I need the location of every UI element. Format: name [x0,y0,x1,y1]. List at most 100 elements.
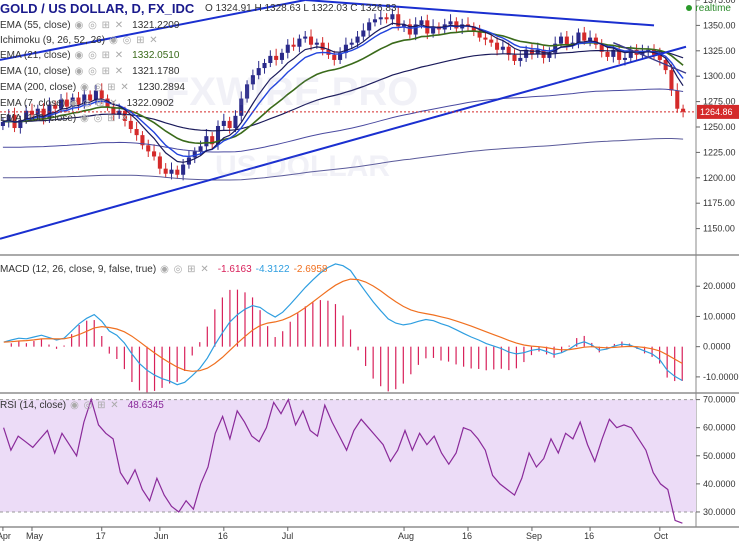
candle-body [396,14,401,27]
candle-body [134,129,139,136]
legend-control-icons[interactable]: ◉ ◎ ⊞ ✕ [74,20,125,31]
legend-ema100[interactable]: EMA (100, close) ◉ ◎ ⊞ ✕ [0,111,134,126]
candle-body [471,26,476,31]
candle-body [245,84,250,99]
legend-control-icons[interactable]: ◉ ◎ ⊞ ✕ [74,50,125,61]
legend-control-icons[interactable]: ◉ ◎ ⊞ ✕ [80,113,130,124]
candle-body [657,54,662,60]
time-tick-label: 16 [462,531,472,541]
time-tick-label: May [26,531,44,541]
candle-body [605,51,610,57]
price-tag-bg [697,104,739,119]
candle-body [146,145,151,152]
legend-control-icons[interactable]: ◉ ◎ ⊞ ✕ [74,66,125,77]
candle-body [152,151,157,157]
candle-body [553,43,558,53]
candle-body [431,26,436,34]
legend-rsi[interactable]: RSI (14, close) ◉ ◎ ⊞ ✕ 48.6345 [0,398,164,413]
candle-body [239,98,244,116]
time-tick-label: 17 [96,531,106,541]
candle-body [175,169,180,175]
candle-body [303,36,308,39]
candle-body [640,51,645,55]
candle-body [117,110,122,115]
candle-body [402,24,407,27]
candle-body [506,46,511,55]
candle-body [6,114,11,122]
candle-body [570,42,575,45]
candle-body [628,49,633,58]
candle-body [163,168,168,174]
legend-label: EMA (55, close) [0,20,71,31]
candle-body [169,169,174,174]
realtime-indicator: realtime [686,3,731,14]
candle-body [64,99,69,107]
macd-tick-label: -10.0000 [703,372,739,382]
candle-body [0,121,5,126]
candle-body [215,125,221,145]
candle-body [204,136,209,147]
rsi-tick-label: 60.0000 [703,423,736,433]
candle-body [122,110,128,121]
candle-body [198,146,203,152]
candle-body [448,21,453,25]
legend-control-icons[interactable]: ◉ ◎ ⊞ ✕ [109,35,159,46]
candle-body [320,42,325,50]
legend-label: EMA (21, close) [0,50,71,61]
macd-tick-label: 10.0000 [703,311,736,321]
candle-body [500,46,505,50]
legend-label: EMA (7, close) [0,98,66,109]
candle-body [332,54,337,60]
legend-control-icons[interactable]: ◉ ◎ ⊞ ✕ [80,82,130,93]
legend-control-icons[interactable]: ◉ ◎ ⊞ ✕ [69,98,119,109]
legend-ema7[interactable]: EMA (7, close) ◉ ◎ ⊞ ✕ 1322.0902 [0,96,174,111]
legend-label: EMA (100, close) [0,113,77,124]
trendline-resistance [0,0,306,61]
candle-body [268,55,273,63]
legend-ema10[interactable]: EMA (10, close) ◉ ◎ ⊞ ✕ 1321.1780 [0,64,179,79]
candle-body [157,156,162,169]
candle-body [53,104,58,109]
legend-value: 1230.2894 [137,82,185,93]
candle-body [111,106,116,115]
time-tick-label: Aug [398,531,414,541]
price-tick-label: 1375.00 [703,0,736,5]
candle-body [558,36,564,44]
legend-control-icons[interactable]: ◉ ◎ ⊞ ✕ [160,264,210,275]
rsi-value: 48.6345 [127,400,164,411]
candle-body [18,119,23,129]
candle-body [681,108,686,112]
price-tick-label: 1250.00 [703,122,736,132]
candle-body [181,164,186,175]
candle-body [576,32,581,43]
time-tick-label: Oct [654,531,669,541]
candle-body [413,24,418,35]
price-tick-label: 1300.00 [703,71,736,81]
candle-body [367,22,372,31]
rsi-line [3,397,683,524]
legend-macd[interactable]: MACD (12, 26, close, 9, false, true) ◉ ◎ … [0,262,327,277]
candle-body [88,94,93,101]
legend-ema55[interactable]: EMA (55, close) ◉ ◎ ⊞ ✕ 1321.2209 [0,18,179,33]
price-tick-label: 1175.00 [703,198,735,208]
candle-body [477,30,482,38]
candle-body [274,55,279,60]
legend-value: 1332.0510 [132,50,180,61]
candle-body [355,36,360,43]
macd-value: -1.6163 [217,264,252,275]
legend-ichimoku[interactable]: Ichimoku (9, 26, 52, 26) ◉ ◎ ⊞ ✕ [0,33,163,48]
legend-control-icons[interactable]: ◉ ◎ ⊞ ✕ [70,400,120,411]
candle-body [611,49,616,57]
candle-body [675,90,680,109]
candle-body [454,21,459,29]
legend-ema21[interactable]: EMA (21, close) ◉ ◎ ⊞ ✕ 1332.0510 [0,48,179,63]
candle-body [518,57,523,61]
status-dot-icon [686,5,693,12]
candle-body [378,17,383,20]
candle-body [99,90,104,99]
time-tick-label: Jul [282,531,294,541]
candle-body [407,24,412,35]
legend-ema200[interactable]: EMA (200, close) ◉ ◎ ⊞ ✕ 1230.2894 [0,80,185,95]
candle-body [250,75,255,85]
